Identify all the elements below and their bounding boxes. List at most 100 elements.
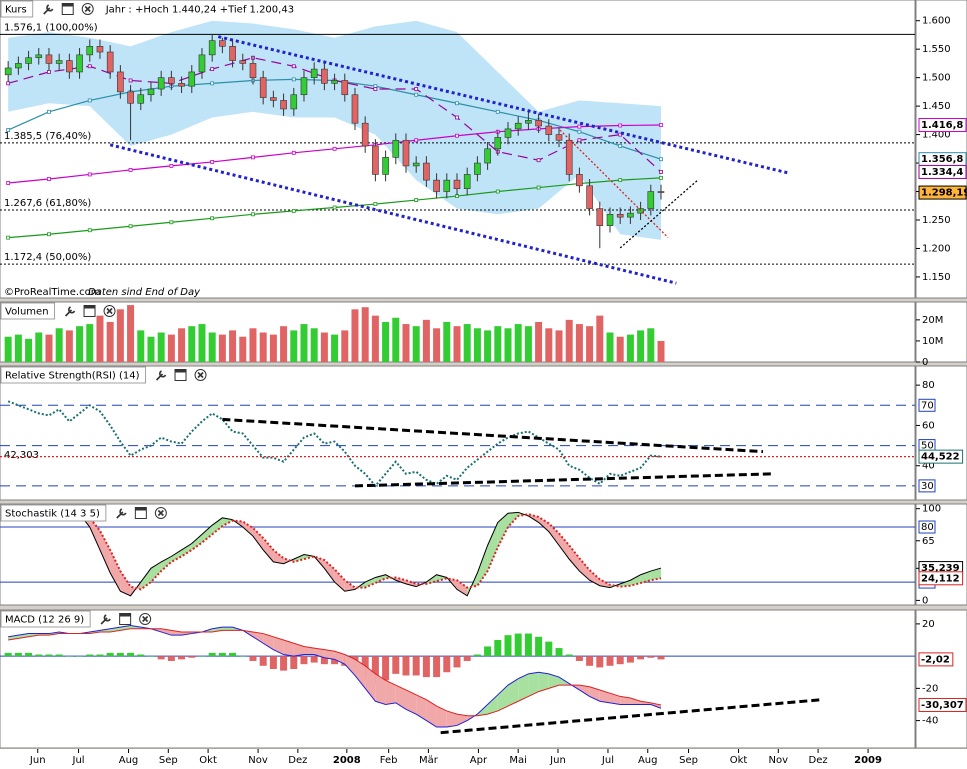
ma-point [618,178,623,183]
volume-bar [147,336,155,362]
volume-bar [229,330,237,362]
volume-bar [218,334,226,362]
candle-body [331,80,338,84]
histogram-bar [606,656,614,666]
histogram-bar [137,654,145,657]
window-icon[interactable] [61,3,74,15]
close-icon[interactable] [154,507,167,519]
ma-point [87,98,92,103]
window-icon[interactable] [83,305,96,317]
fill-between [293,554,304,562]
candle-body [555,134,563,141]
level-box [918,520,936,534]
plot-area: 42,303 [0,400,915,488]
candle-body [423,162,430,181]
candle-body [392,139,400,158]
value-label: 24,112 [921,573,960,584]
candle-body [4,67,12,76]
axis-background [915,301,967,363]
wrench [116,508,127,519]
settings-icon[interactable] [116,508,127,519]
indicator-line [8,628,662,717]
plot-area [0,625,915,735]
settings-icon[interactable] [43,4,54,15]
fib-label: 1.267,6 (61,80%) [4,198,91,209]
fill-between [497,513,508,548]
y-tick-label: 1.400 [922,130,951,141]
settings-icon[interactable] [155,370,167,381]
settings-icon[interactable] [64,306,76,317]
volume-bar [616,336,624,362]
candle-body [504,128,512,138]
fill-between [507,512,519,528]
window-bar [135,507,147,511]
volume-bar [637,330,645,362]
indicator-line [8,510,662,591]
ma-point [414,198,419,202]
x-tick-label: Dez [809,755,828,766]
histogram-bar [167,656,175,661]
window-icon[interactable] [174,369,187,381]
volume-bar [565,319,573,362]
x-tick-label: Jul [72,755,85,766]
y-tick-label: 1.150 [922,272,951,283]
title-box [0,610,91,628]
candle-body [219,40,226,47]
fill-between [538,516,549,532]
volume-bar [249,328,257,362]
candle-body [249,63,257,78]
candle-body [25,57,32,64]
window-icon[interactable] [119,613,132,625]
fill-between [283,640,294,657]
panel-title: Kurs [5,5,27,16]
fill-between [171,630,182,636]
title-box [0,504,107,522]
histogram-bar [504,635,512,657]
value-box [918,185,967,200]
candle-body [55,60,63,64]
candle-body [15,63,22,69]
x-tick-label: Aug [119,755,139,766]
volume-bar [290,330,298,362]
fill-between [110,627,121,632]
fill-between [579,685,590,697]
ma-point [495,109,500,114]
candle-body [361,122,369,147]
histogram-bar [575,656,583,661]
ma-point [373,202,378,206]
ma-point [6,235,11,240]
volume-bar [269,334,277,362]
x-tick-label: Nov [248,755,268,766]
x-tick-label: Sep [159,755,178,766]
close-icon[interactable] [81,3,94,15]
volume-bar [392,317,400,362]
fill-between [558,533,570,560]
volume-bar [586,326,594,362]
histogram-bar [371,656,379,684]
fill-between [263,538,274,562]
panel-title: Stochastik (14 3 5) [5,509,100,520]
volume-bar [443,321,451,362]
close-icon[interactable] [139,613,152,625]
candle-body [96,46,104,53]
fill-between [273,636,284,655]
volume-bar [188,326,196,362]
candle-body [280,100,287,110]
candle-body [596,208,604,226]
candle-body [514,122,522,130]
window-icon[interactable] [134,507,147,519]
settings-icon[interactable] [100,614,111,625]
ma-point [659,170,663,174]
close-icon[interactable] [194,369,207,381]
fill-between [212,627,223,632]
y-tick-label: 1.250 [922,215,951,226]
volume-bar [55,328,63,362]
ma-point [291,64,296,69]
close-x [84,5,91,13]
fill-between [89,517,100,550]
close-icon[interactable] [103,305,116,317]
fill-between [456,580,468,596]
histogram-bar [229,652,237,657]
histogram-bar [45,654,53,657]
